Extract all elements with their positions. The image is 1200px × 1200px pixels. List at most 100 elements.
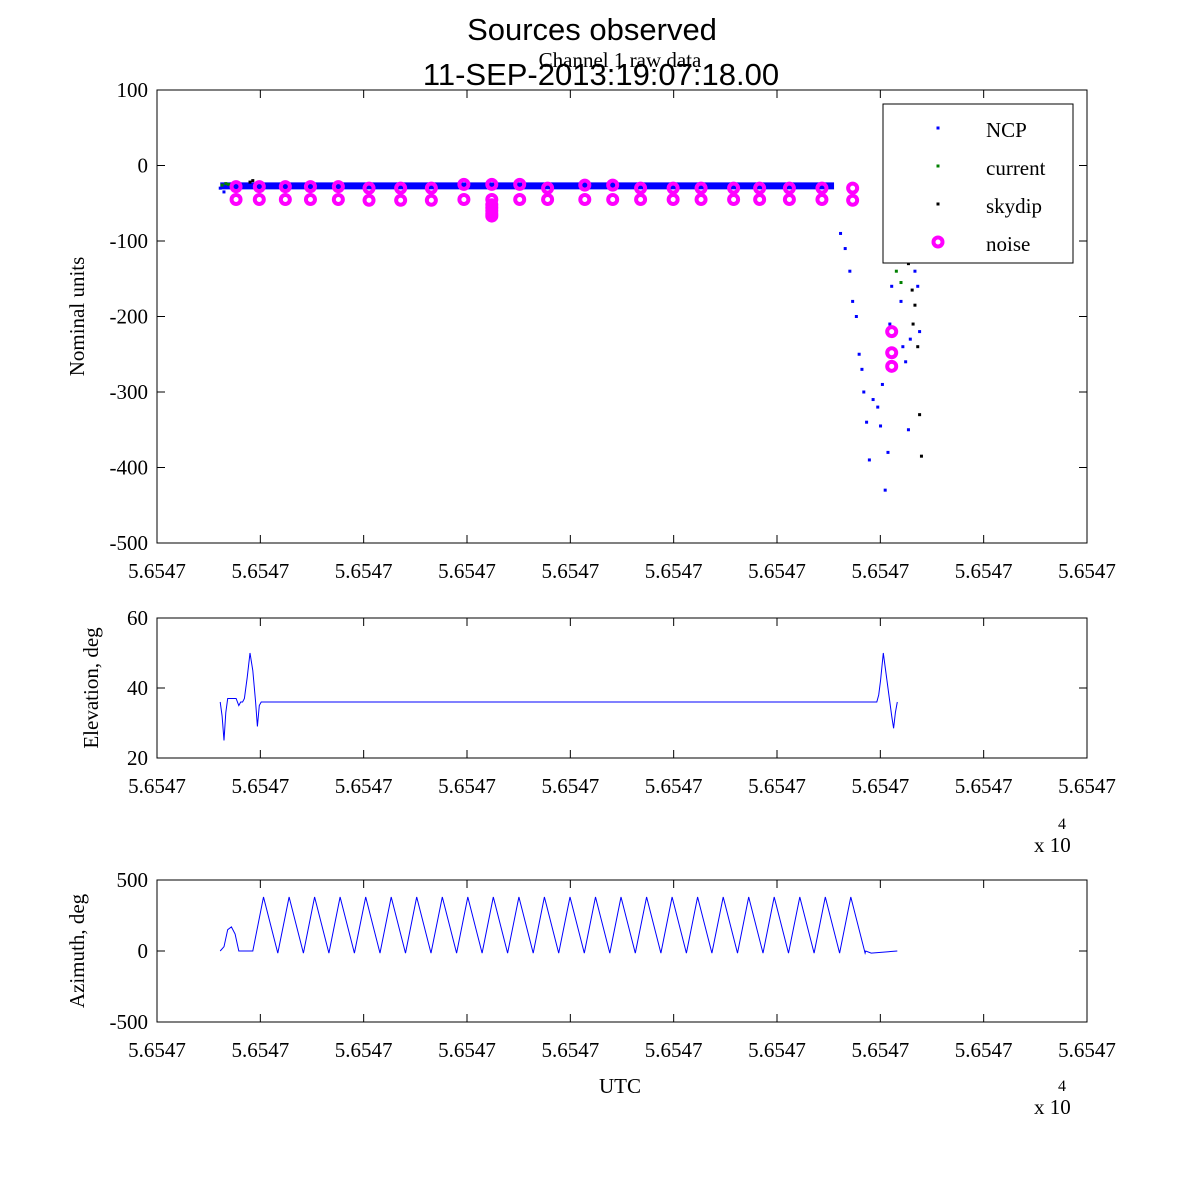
noise-point bbox=[782, 181, 796, 195]
x-tick-label: 5.6547 bbox=[645, 1038, 703, 1062]
x-tick-label: 5.6547 bbox=[438, 559, 496, 583]
azimuth-line bbox=[219, 896, 898, 956]
legend-marker-noise bbox=[931, 235, 945, 249]
ncp-point bbox=[848, 269, 852, 273]
ncp-point bbox=[908, 337, 912, 341]
x-tick-label: 5.6547 bbox=[851, 559, 909, 583]
noise-point bbox=[815, 192, 829, 206]
ncp-point bbox=[880, 382, 884, 386]
noise-point bbox=[634, 181, 648, 195]
x-tick-label: 5.6547 bbox=[748, 559, 806, 583]
skydip-point bbox=[918, 413, 922, 417]
y-tick-label: 500 bbox=[117, 868, 149, 892]
x-tick-label: 5.6547 bbox=[128, 559, 186, 583]
x-tick-label: 5.6547 bbox=[851, 1038, 909, 1062]
x-tick-label: 5.6547 bbox=[541, 1038, 599, 1062]
ncp-point bbox=[222, 190, 226, 194]
legend-label-current: current bbox=[986, 156, 1046, 180]
ncp-point bbox=[867, 458, 871, 462]
noise-point bbox=[753, 192, 767, 206]
current-point bbox=[894, 269, 898, 273]
x-tick-label: 5.6547 bbox=[955, 1038, 1013, 1062]
legend-label-NCP: NCP bbox=[986, 118, 1027, 142]
noise-point bbox=[541, 192, 555, 206]
noise-point bbox=[457, 192, 471, 206]
legend-marker-NCP bbox=[936, 126, 940, 130]
x-tick-label: 5.6547 bbox=[1058, 1038, 1116, 1062]
current-point bbox=[899, 281, 903, 285]
ncp-point bbox=[865, 420, 869, 424]
x-tick-label: 5.6547 bbox=[541, 559, 599, 583]
x-tick-label: 5.6547 bbox=[128, 774, 186, 798]
x-axis-label: UTC bbox=[599, 1074, 641, 1098]
noise-point bbox=[229, 192, 243, 206]
x-tick-label: 5.6547 bbox=[231, 559, 289, 583]
ncp-point bbox=[879, 424, 883, 428]
noise-point bbox=[252, 180, 266, 194]
x-tick-label: 5.6547 bbox=[438, 774, 496, 798]
noise-point bbox=[782, 192, 796, 206]
y-tick-label: -500 bbox=[110, 1010, 149, 1034]
current-point bbox=[224, 182, 228, 186]
x-exponent-power: 4 bbox=[1058, 816, 1066, 833]
noise-point bbox=[727, 181, 741, 195]
noise-point bbox=[885, 346, 899, 360]
ncp-point bbox=[843, 247, 847, 251]
noise-point bbox=[485, 177, 499, 191]
skydip-point bbox=[906, 262, 910, 266]
ncp-point bbox=[851, 299, 855, 303]
noise-point bbox=[303, 180, 317, 194]
x-tick-label: 5.6547 bbox=[645, 559, 703, 583]
noise-point bbox=[727, 192, 741, 206]
ncp-point bbox=[876, 405, 880, 409]
skydip-point bbox=[251, 179, 255, 183]
noise-point bbox=[331, 180, 345, 194]
skydip-point bbox=[248, 180, 252, 184]
plot-area bbox=[219, 652, 898, 741]
legend-box bbox=[882, 103, 1074, 264]
legend-label-skydip: skydip bbox=[986, 194, 1042, 218]
noise-point bbox=[331, 192, 345, 206]
noise-point bbox=[694, 192, 708, 206]
noise-point bbox=[634, 192, 648, 206]
current-point bbox=[227, 182, 231, 186]
ncp-point bbox=[916, 284, 920, 288]
legend-marker-current bbox=[936, 164, 940, 168]
x-tick-label: 5.6547 bbox=[231, 774, 289, 798]
ncp-point bbox=[904, 360, 908, 364]
plot-area bbox=[219, 896, 898, 956]
noise-point bbox=[513, 177, 527, 191]
ncp-point bbox=[888, 322, 892, 326]
ncp-point bbox=[913, 269, 917, 273]
x-tick-label: 5.6547 bbox=[231, 1038, 289, 1062]
noise-point bbox=[753, 181, 767, 195]
x-tick-label: 5.6547 bbox=[955, 559, 1013, 583]
y-tick-label: 0 bbox=[138, 939, 149, 963]
noise-point bbox=[485, 209, 499, 223]
figure-date: 11-SEP-2013:19:07:18.00 bbox=[423, 57, 779, 92]
figure-title: Sources observed bbox=[467, 12, 717, 47]
noise-point bbox=[578, 192, 592, 206]
x-tick-label: 5.6547 bbox=[1058, 559, 1116, 583]
y-tick-label: 60 bbox=[127, 606, 148, 630]
elevation-line bbox=[219, 652, 898, 741]
ncp-point bbox=[890, 284, 894, 288]
noise-point bbox=[394, 193, 408, 207]
noise-point bbox=[885, 325, 899, 339]
ncp-point bbox=[854, 315, 858, 318]
x-tick-label: 5.6547 bbox=[1058, 774, 1116, 798]
x-tick-label: 5.6547 bbox=[645, 774, 703, 798]
noise-point bbox=[424, 181, 438, 195]
x-tick-label: 5.6547 bbox=[851, 774, 909, 798]
x-tick-label: 5.6547 bbox=[335, 1038, 393, 1062]
x-exponent-base: x 10 bbox=[1034, 1095, 1071, 1119]
plot-area bbox=[218, 177, 923, 492]
y-tick-label: -100 bbox=[110, 229, 149, 253]
noise-point bbox=[694, 181, 708, 195]
ncp-point bbox=[862, 390, 866, 394]
skydip-point bbox=[911, 322, 915, 326]
x-exponent-base: x 10 bbox=[1034, 833, 1071, 857]
x-tick-label: 5.6547 bbox=[955, 774, 1013, 798]
y-axis-label: Elevation, deg bbox=[79, 627, 103, 749]
ncp-point bbox=[871, 398, 875, 402]
